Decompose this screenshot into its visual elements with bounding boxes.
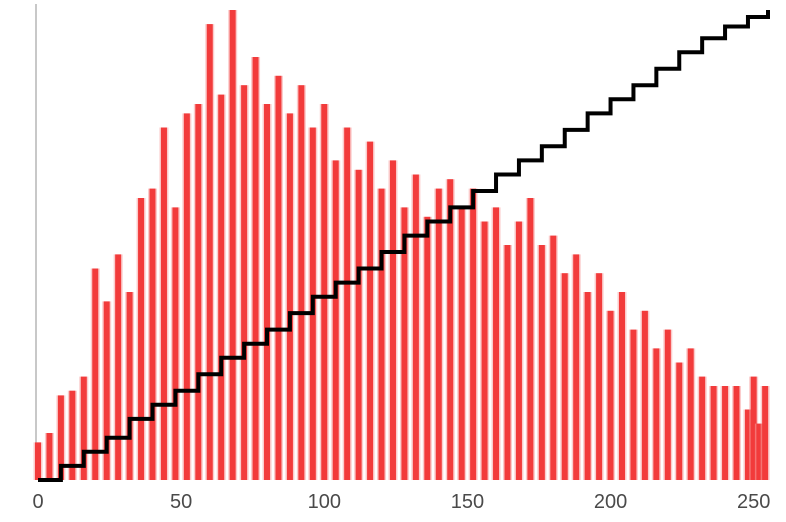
x-tick-label: 100 — [308, 491, 341, 513]
x-tick-label: 50 — [170, 491, 192, 513]
chart-canvas: 0 50 100 150 200 250 — [0, 0, 786, 522]
x-tick-label: 250 — [737, 491, 770, 513]
x-tick-label: 0 — [32, 491, 43, 513]
x-tick-label: 200 — [594, 491, 627, 513]
histogram-chart: 0 50 100 150 200 250 — [0, 0, 786, 522]
x-tick-label: 150 — [451, 491, 484, 513]
